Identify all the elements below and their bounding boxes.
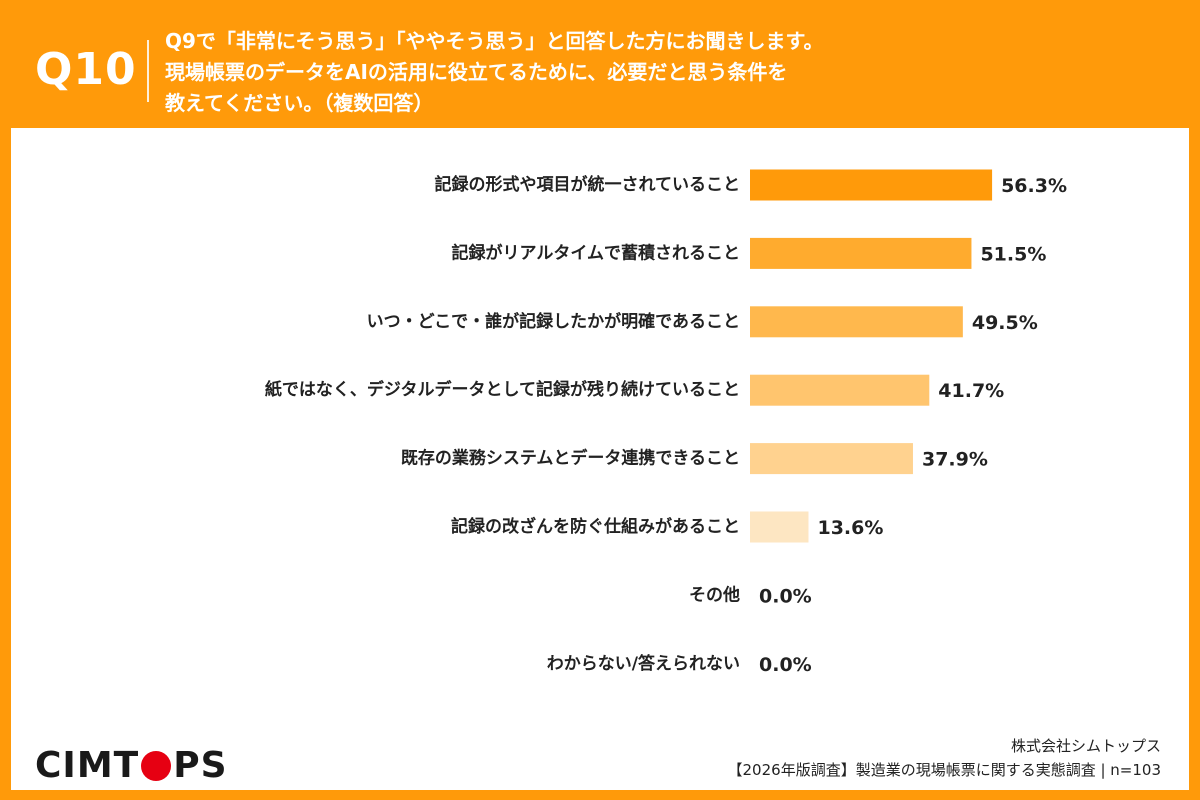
question-number: Q10 (35, 44, 137, 95)
bar-chart: 記録の形式や項目が統一されていること 56.3% 記録がリアルタイムで蓄積されること… (265, 169, 1067, 676)
category-label: 既存の業務システムとデータ連携できること (401, 448, 740, 469)
company-name: 株式会社シムトップス (1010, 737, 1161, 755)
category-label: 記録の形式や項目が統一されていること (435, 174, 741, 195)
value-label: 41.7% (938, 380, 1004, 402)
bar (750, 443, 913, 475)
question-line-3: 教えてください。（複数回答） (165, 91, 434, 115)
logo-text-left: CIMT (35, 744, 140, 786)
logo-text-right: PS (173, 744, 228, 786)
value-label: 49.5% (972, 312, 1038, 334)
question-text: Q9で「非常にそう思う」「ややそう思う」と回答した方にお聞きします。 現場帳票の… (165, 26, 1175, 119)
category-label: わからない/答えられない (547, 653, 740, 674)
category-label: いつ・どこで・誰が記録したかが明確であること (367, 311, 740, 332)
source-note: 株式会社シムトップス 【2026年版調査】製造業の現場帳票に関する実態調査 | … (728, 734, 1161, 782)
value-label: 13.6% (817, 517, 883, 539)
survey-info: 【2026年版調査】製造業の現場帳票に関する実態調査 | n=103 (727, 761, 1161, 779)
value-label: 0.0% (759, 585, 812, 607)
logo-red-dot (141, 751, 172, 781)
category-label: 記録がリアルタイムで蓄積されること (452, 242, 741, 263)
bar (750, 306, 963, 338)
bar (750, 374, 930, 406)
bar (750, 169, 993, 201)
question-header: Q10 Q9で「非常にそう思う」「ややそう思う」と回答した方にお聞きします。 現… (0, 0, 1200, 128)
question-line-1: Q9で「非常にそう思う」「ややそう思う」と回答した方にお聞きします。 (165, 29, 824, 53)
value-label: 37.9% (922, 449, 988, 471)
category-label: その他 (689, 584, 740, 605)
value-label: 56.3% (1001, 175, 1067, 197)
question-line-2: 現場帳票のデータをAIの活用に役立てるために、必要だと思う条件を (165, 60, 788, 84)
category-label: 紙ではなく、デジタルデータとして記録が残り続けていること (265, 379, 740, 400)
header-divider (147, 40, 149, 102)
category-label: 記録の改ざんを防ぐ仕組みがあること (451, 516, 740, 537)
bar (750, 237, 972, 269)
bar (750, 511, 809, 543)
cimtops-logo: CIMT PS (35, 740, 228, 790)
value-label: 51.5% (980, 243, 1046, 265)
chart-panel: 記録の形式や項目が統一されていること 56.3% 記録がリアルタイムで蓄積されること… (11, 128, 1189, 790)
value-label: 0.0% (759, 654, 812, 676)
